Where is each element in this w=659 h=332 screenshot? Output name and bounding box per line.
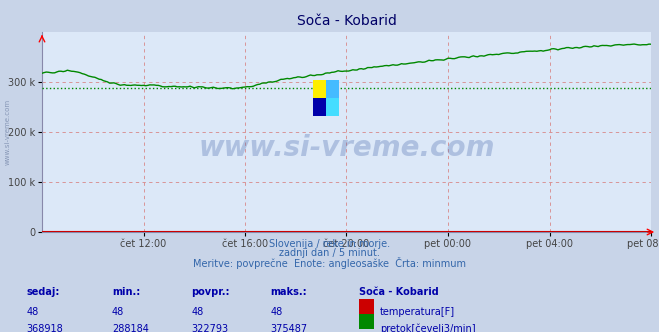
Text: pretok[čevelj3/min]: pretok[čevelj3/min]	[380, 324, 476, 332]
Bar	[326, 80, 339, 98]
Title: Soča - Kobarid: Soča - Kobarid	[297, 14, 397, 28]
Text: zadnji dan / 5 minut.: zadnji dan / 5 minut.	[279, 248, 380, 258]
Bar	[313, 80, 326, 98]
Text: povpr.:: povpr.:	[191, 287, 229, 297]
Bar	[326, 98, 339, 116]
Text: 322793: 322793	[191, 324, 228, 332]
Text: temperatura[F]: temperatura[F]	[380, 307, 455, 317]
Text: 48: 48	[191, 307, 204, 317]
Text: 288184: 288184	[112, 324, 149, 332]
Text: Slovenija / reke in morje.: Slovenija / reke in morje.	[269, 239, 390, 249]
Text: 48: 48	[270, 307, 283, 317]
Bar	[313, 98, 326, 116]
Text: 48: 48	[26, 307, 39, 317]
Text: min.:: min.:	[112, 287, 140, 297]
Text: 48: 48	[112, 307, 125, 317]
Text: Meritve: povprečne  Enote: angleosaške  Črta: minmum: Meritve: povprečne Enote: angleosaške Čr…	[193, 257, 466, 269]
Text: 375487: 375487	[270, 324, 307, 332]
Text: www.si-vreme.com: www.si-vreme.com	[198, 134, 495, 162]
Text: maks.:: maks.:	[270, 287, 307, 297]
Text: Soča - Kobarid: Soča - Kobarid	[359, 287, 439, 297]
Text: sedaj:: sedaj:	[26, 287, 60, 297]
Text: 368918: 368918	[26, 324, 63, 332]
Text: www.si-vreme.com: www.si-vreme.com	[5, 99, 11, 165]
